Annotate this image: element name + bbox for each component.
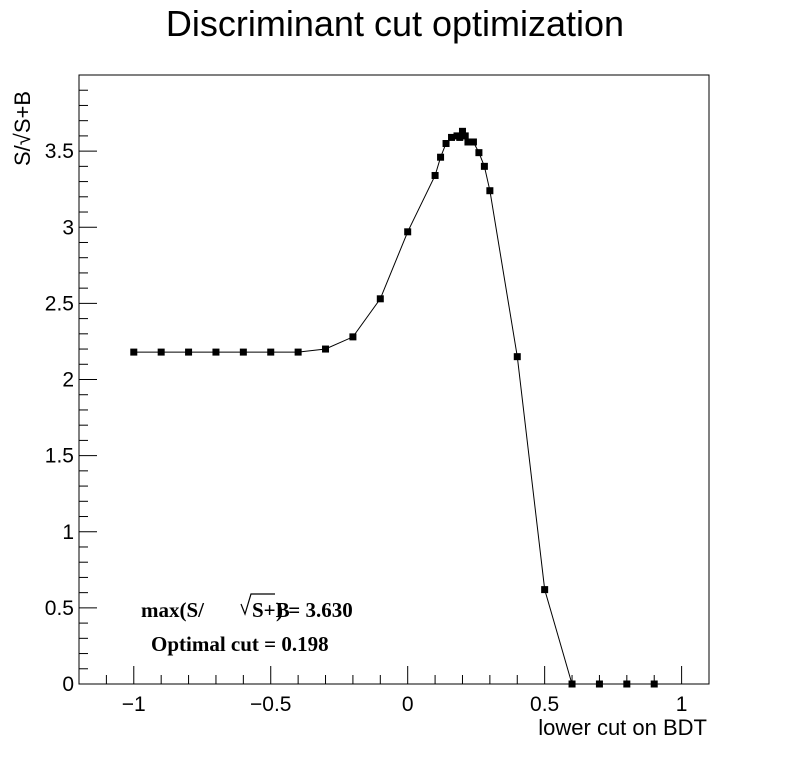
data-point (469, 138, 477, 146)
data-point (376, 295, 384, 303)
y-axis-ticks: 0 0.5 1 1.5 2 2.5 3 3.5 (45, 89, 97, 696)
data-point (461, 132, 469, 140)
data-point (464, 138, 472, 146)
y-tick-label: 3 (62, 216, 74, 239)
y-tick-label: 2.5 (45, 292, 74, 315)
x-tick-label: −0.5 (250, 693, 291, 716)
annotation-max-prefix: max(S/ (141, 598, 205, 622)
y-tick-label: 1 (62, 521, 74, 544)
x-axis-ticks: −1 −0.5 0 0.5 1 (78, 666, 710, 716)
data-point (267, 348, 275, 356)
y-tick-label: 3.5 (45, 140, 74, 163)
data-point (486, 187, 494, 195)
y-tick-label: 0 (62, 673, 74, 696)
data-point (437, 153, 445, 161)
data-point (480, 162, 488, 170)
y-axis-label-text: S/√S+B (10, 91, 35, 166)
annotation-max: max(S/ S+B ) = 3.630 (141, 593, 353, 622)
data-point (456, 133, 464, 141)
data-point (322, 345, 330, 353)
annotation-optimal-cut: Optimal cut = 0.198 (151, 632, 329, 656)
data-point (431, 171, 439, 179)
data-point (568, 680, 576, 688)
data-point (513, 353, 521, 361)
data-point (458, 127, 466, 135)
annotation-sqrt-sign (240, 593, 275, 616)
y-tick-label: 1.5 (45, 445, 74, 468)
data-point (185, 348, 193, 356)
data-point (475, 149, 483, 157)
data-point (157, 348, 165, 356)
data-point (448, 133, 456, 141)
x-tick-label: 1 (676, 693, 688, 716)
data-point (541, 586, 549, 594)
y-tick-label: 0.5 (45, 597, 74, 620)
y-tick-label: 2 (62, 369, 74, 392)
data-point (130, 348, 138, 356)
plot-frame (78, 74, 710, 685)
series-line (133, 130, 655, 685)
data-point (294, 348, 302, 356)
x-tick-label: 0.5 (530, 693, 559, 716)
data-point (349, 333, 357, 341)
data-point (404, 228, 412, 236)
data-point (623, 680, 631, 688)
data-point (212, 348, 220, 356)
annotation-max-radicand: S+B (252, 598, 290, 622)
data-point (650, 680, 658, 688)
data-point (239, 348, 247, 356)
series-markers (130, 127, 658, 688)
y-axis-label: S/√S+B (10, 91, 35, 166)
x-tick-label: −1 (122, 693, 146, 716)
x-axis-label: lower cut on BDT (538, 715, 707, 740)
data-point (442, 140, 450, 148)
annotation-max-value: ) = 3.630 (276, 598, 353, 622)
x-tick-label: 0 (402, 693, 414, 716)
data-point (595, 680, 603, 688)
chart-title: Discriminant cut optimization (166, 3, 624, 44)
